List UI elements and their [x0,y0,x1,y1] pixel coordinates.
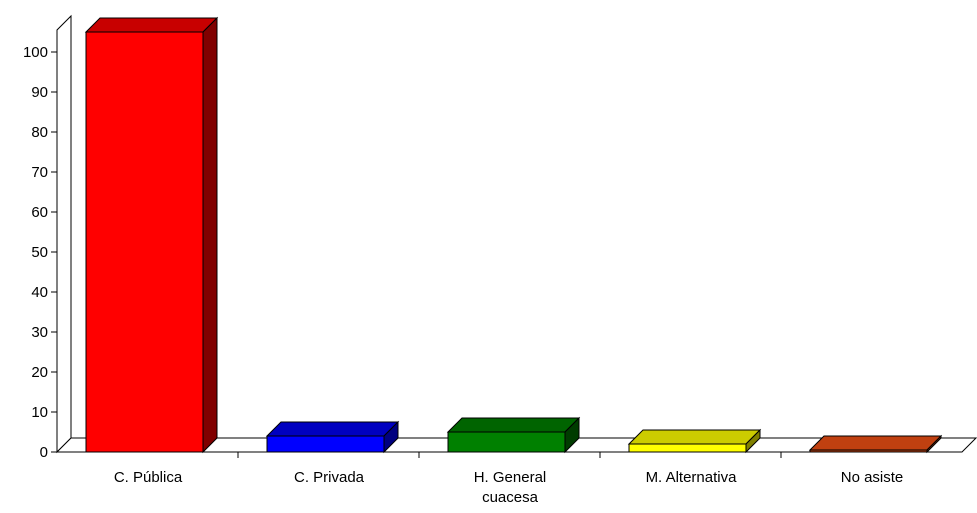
y-tick-label: 60 [31,204,48,221]
bar-front-3 [628,443,747,453]
bar-front-1 [266,435,385,453]
bar-top-2 [446,417,581,433]
y-tick-label: 10 [31,404,48,421]
bar-side-0 [202,16,218,454]
x-tick-label: C. Pública [114,469,183,486]
y-tick-label: 20 [31,364,48,381]
x-tick-label: C. Privada [294,469,365,486]
x-tick-label: H. General [474,469,547,486]
bar-side-3 [745,428,761,454]
x-tick-label: No asiste [841,469,904,486]
y-tick-label: 70 [31,164,48,181]
bar-top-1 [265,421,400,437]
y-tick-label: 0 [40,444,48,461]
y-tick-label: 100 [23,44,48,61]
y-tick-label: 30 [31,324,48,341]
labels: 0 10 20 30 40 50 60 70 80 90 100 C. Pública C. Priva… [23,44,903,506]
y-tick-label: 90 [31,84,48,101]
y-tick-label: 40 [31,284,48,301]
bar-side-4 [926,434,942,454]
bar-front-2 [447,431,566,453]
bar-side-2 [564,416,580,454]
y-tick-label: 80 [31,124,48,141]
bar-top-4 [808,435,943,451]
x-tick-label: M. Alternativa [646,469,738,486]
bars [84,16,943,454]
back-wall [56,14,72,454]
bar-top-0 [84,17,219,33]
bar-side-1 [383,420,399,454]
x-tick-label: cuacesa [482,489,539,506]
y-tick-label: 50 [31,244,48,261]
bar-top-3 [627,429,762,445]
bar-front-0 [85,31,204,453]
